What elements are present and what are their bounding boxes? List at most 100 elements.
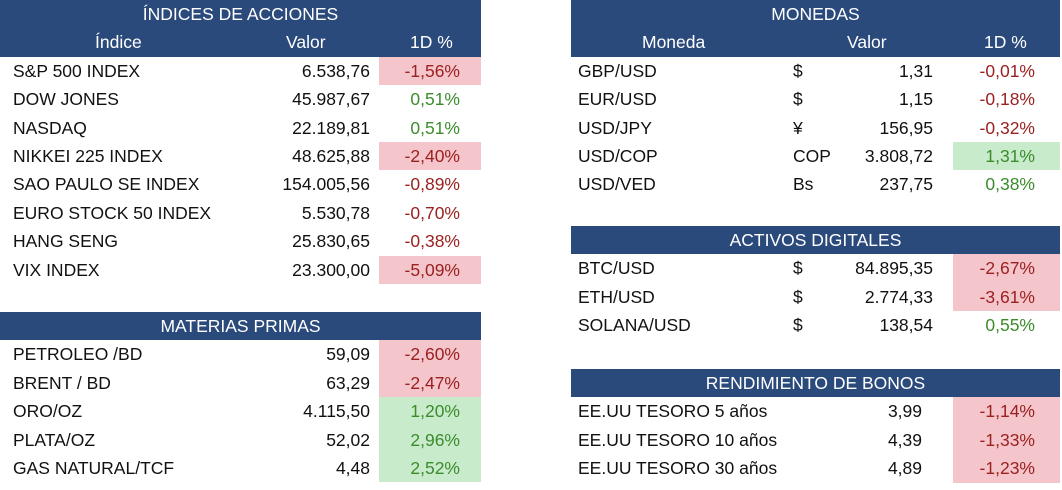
bonds-table: RENDIMIENTO DE BONOS EE.UU TESORO 5 años 3… [571,369,1060,483]
change-percent: -3,61% [953,282,1060,312]
table-row: SOLANA/USD $138,54 0,55% [571,311,1060,339]
change-percent: -2,40% [379,141,481,171]
row-value: 4,48 [335,457,370,478]
bonds-title: RENDIMIENTO DE BONOS [571,369,1060,398]
table-row: USD/JPY ¥156,95 -0,32% [571,114,1060,142]
row-name: BRENT / BD [13,372,111,393]
row-name: NIKKEI 225 INDEX [13,145,163,166]
indices-title: ÍNDICES DE ACCIONES [0,0,481,29]
currency-symbol: $ [793,258,803,279]
currencies-title: MONEDAS [571,0,1060,29]
row-value: 4,89 [887,458,922,479]
row-value: 52,02 [326,429,370,450]
change-percent: -2,47% [379,368,481,398]
column-header-pct: 1D % [984,32,1027,53]
row-value: 4.115,50 [303,401,370,422]
table-row: ORO/OZ 4.115,50 1,20% [0,397,481,426]
row-name: GAS NATURAL/TCF [13,457,175,478]
currency-symbol: $ [793,60,803,81]
change-percent: -5,09% [379,255,481,284]
row-name: EE.UU TESORO 10 años [578,429,778,450]
row-value: 154.005,56 [282,174,370,195]
currency-symbol: $ [793,89,803,110]
change-percent: 1,31% [953,141,1060,171]
table-row: DOW JONES 45.987,67 0,51% [0,85,481,113]
table-row: HANG SENG 25.830,65 -0,38% [0,227,481,255]
change-percent: -1,14% [953,397,1060,426]
table-row: BTC/USD $84.895,35 -2,67% [571,254,1060,283]
row-value: 6.538,76 [301,60,370,81]
row-value: 2.774,33 [864,286,933,307]
row-name: USD/VED [578,174,656,195]
indices-table: ÍNDICES DE ACCIONES Índice Valor 1D % S&P 50… [0,0,481,284]
row-value: 1,15 [898,89,933,110]
commodities-title: MATERIAS PRIMAS [0,312,481,341]
change-percent: 0,51% [410,89,460,110]
change-percent: 2,96% [379,425,481,454]
row-value: 1,31 [898,60,933,81]
row-name: EUR/USD [578,89,657,110]
table-row: ETH/USD $2.774,33 -3,61% [571,282,1060,312]
table-row: PETROLEO /BD 59,09 -2,60% [0,340,481,369]
table-row: VIX INDEX 23.300,00 -5,09% [0,255,481,284]
row-name: ETH/USD [578,286,655,307]
row-value: 22.189,81 [292,117,370,138]
row-name: EURO STOCK 50 INDEX [13,202,212,223]
currencies-table: MONEDAS Moneda Valor 1D % GBP/USD $1,31 -0,01%… [571,0,1060,199]
row-value: 3.808,72 [864,145,933,166]
row-value: 59,09 [326,344,370,365]
row-name: SAO PAULO SE INDEX [13,174,200,195]
row-value: 4,39 [887,429,922,450]
row-value: 48.625,88 [292,145,370,166]
row-value: 138,54 [879,315,933,336]
row-name: BTC/USD [578,258,655,279]
row-value: 5.530,78 [301,202,370,223]
row-name: S&P 500 INDEX [13,60,141,81]
change-percent: -1,23% [953,454,1060,483]
table-row: EURO STOCK 50 INDEX 5.530,78 -0,70% [0,199,481,227]
commodities-table: MATERIAS PRIMAS PETROLEO /BD 59,09 -2,60% BR… [0,312,481,483]
table-row: SAO PAULO SE INDEX 154.005,56 -0,89% [0,170,481,198]
currency-symbol: Bs [793,174,814,195]
table-row: PLATA/OZ 52,02 2,96% [0,425,481,454]
change-percent: 0,55% [985,315,1035,336]
change-percent: -0,89% [404,174,460,195]
row-name: USD/COP [578,145,658,166]
table-row: USD/COP COP 3.808,72 1,31% [571,141,1060,171]
change-percent: -0,32% [979,117,1035,138]
column-header-name: Moneda [642,32,706,53]
row-name: ORO/OZ [13,401,83,422]
table-row: NIKKEI 225 INDEX 48.625,88 -2,40% [0,141,481,171]
change-percent: 0,38% [985,174,1035,195]
column-header-name: Índice [95,32,142,53]
row-name: USD/JPY [578,117,652,138]
column-header-pct: 1D % [410,32,453,53]
row-value: 25.830,65 [292,231,370,252]
table-row: USD/VED Bs 237,75 0,38% [571,170,1060,198]
row-value: 84.895,35 [855,258,933,279]
digital-title: ACTIVOS DIGITALES [571,226,1060,255]
change-percent: 0,51% [410,117,460,138]
currency-symbol: COP [793,145,831,166]
table-row: GBP/USD $1,31 -0,01% [571,57,1060,85]
table-row: EE.UU TESORO 10 años 4,39 -1,33% [571,425,1060,455]
change-percent: -0,38% [404,231,460,252]
column-header-row: Índice Valor 1D % [0,28,481,57]
row-value: 3,99 [887,401,922,422]
column-header-value: Valor [847,32,887,53]
column-header-row: Moneda Valor 1D % [571,28,1060,57]
row-name: GBP/USD [578,60,657,81]
column-header-value: Valor [286,32,326,53]
row-name: VIX INDEX [13,259,100,280]
row-value: 23.300,00 [292,259,370,280]
table-row: EUR/USD $1,15 -0,18% [571,85,1060,113]
row-name: NASDAQ [13,117,87,138]
row-name: PLATA/OZ [13,429,96,450]
digital-assets-table: ACTIVOS DIGITALES BTC/USD $84.895,35 -2,67%… [571,226,1060,340]
row-name: HANG SENG [13,231,119,252]
change-percent: -0,01% [979,60,1035,81]
table-row: NASDAQ 22.189,81 0,51% [0,114,481,142]
row-name: EE.UU TESORO 5 años [578,401,768,422]
currency-symbol: $ [793,286,803,307]
table-row: BRENT / BD 63,29 -2,47% [0,368,481,398]
